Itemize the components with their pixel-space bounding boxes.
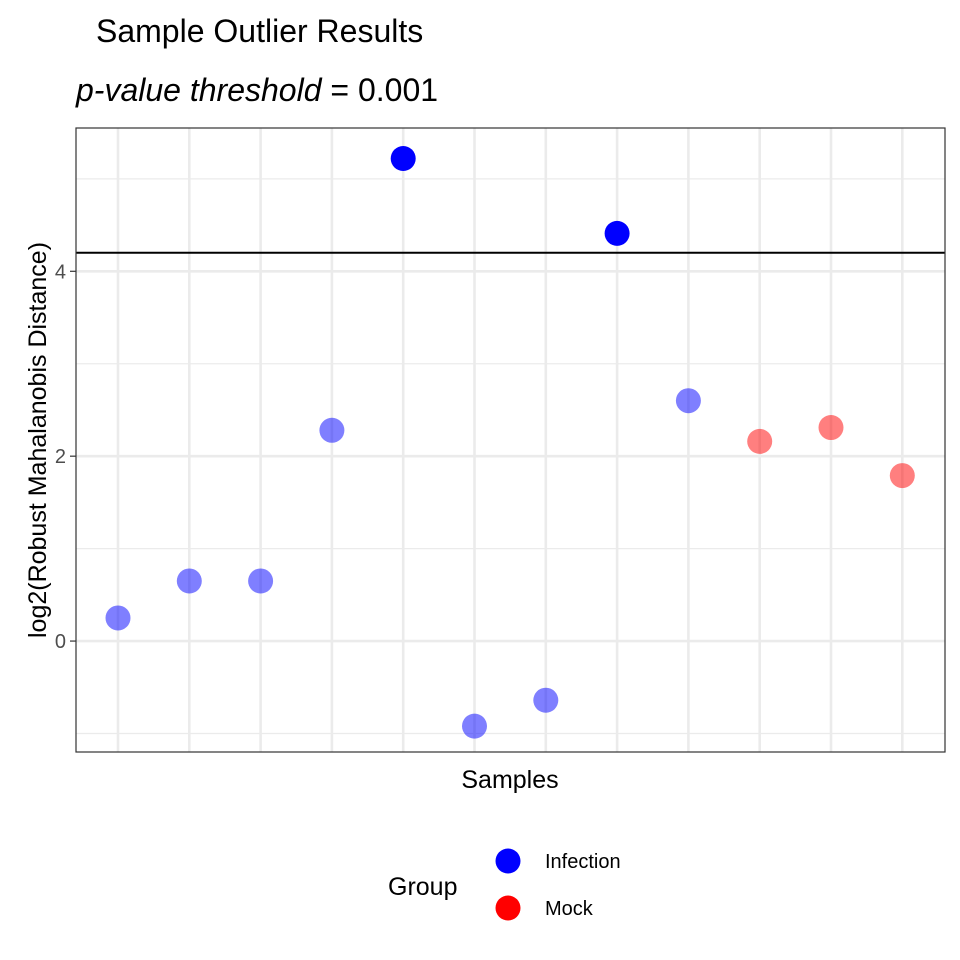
data-point-3 [248,568,274,594]
data-point-5 [390,146,416,172]
data-point-8 [604,220,630,246]
data-point-12 [889,463,915,489]
data-point-10 [747,428,773,454]
data-point-6 [462,713,487,739]
plot-panel-border [75,127,946,753]
legend-key-mock [495,895,521,921]
legend-key-infection [495,848,521,874]
data-point-7 [533,687,559,713]
data-point-4 [319,417,345,443]
data-point-9 [675,388,701,414]
y-axis-title: log2(Robust Mahalanobis Distance) [24,242,52,638]
subtitle-rest: = 0.001 [321,72,438,108]
y-tick-label: 4 [55,261,66,283]
legend: Group Infection Mock [388,848,621,921]
data-point-11 [818,415,844,441]
y-tick-label: 0 [55,631,66,653]
x-axis-title: Samples [461,766,558,794]
legend-label-mock: Mock [545,898,594,920]
data-point-1 [105,605,131,631]
grid [76,128,945,752]
data-points [105,146,915,739]
chart-subtitle: p-value threshold = 0.001 [75,72,438,108]
data-point-2 [176,568,202,594]
y-axis-ticks: 0 2 4 [55,261,76,653]
legend-title: Group [388,873,457,901]
subtitle-italic: p-value threshold [75,72,323,108]
legend-label-infection: Infection [545,851,621,873]
chart-title: Sample Outlier Results [96,13,423,49]
y-tick-label: 2 [55,446,66,468]
